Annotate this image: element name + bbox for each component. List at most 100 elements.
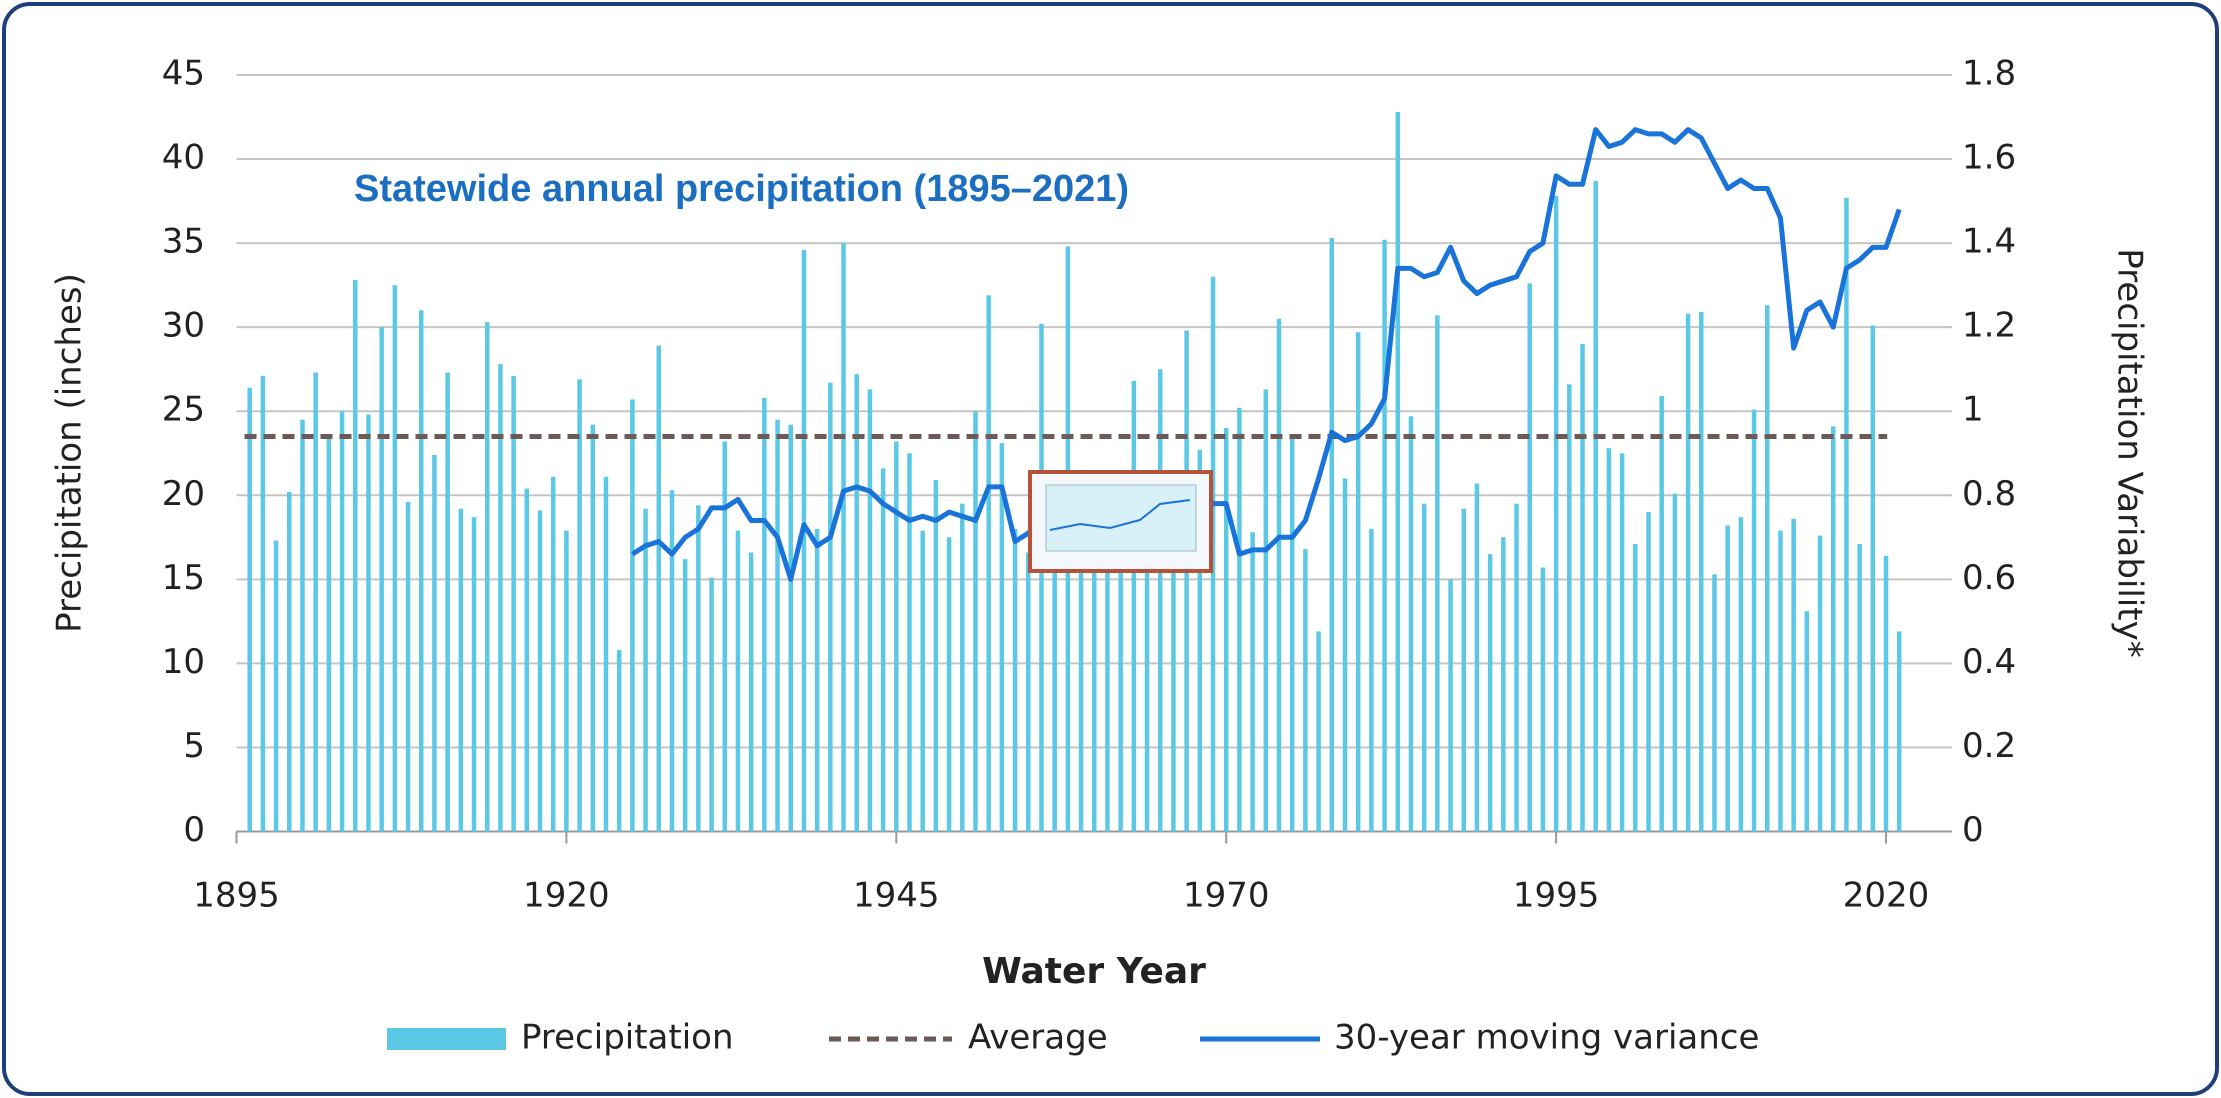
y2-tick-label: 0 xyxy=(1962,810,1984,850)
bar xyxy=(419,310,424,831)
bar xyxy=(762,398,767,832)
y2-tick-label: 1.8 xyxy=(1962,54,2016,94)
bar xyxy=(485,322,490,831)
bar xyxy=(617,650,622,832)
bar xyxy=(261,376,266,832)
bar xyxy=(1250,532,1255,831)
bar xyxy=(1857,544,1862,831)
bar xyxy=(1330,238,1335,831)
bar xyxy=(1409,416,1414,831)
bar xyxy=(1805,611,1810,831)
bar xyxy=(1567,384,1572,831)
y-tick-label: 25 xyxy=(162,390,205,430)
bar xyxy=(247,388,252,832)
y-tick-label: 15 xyxy=(162,558,205,598)
bar xyxy=(736,531,741,832)
bar xyxy=(1791,519,1796,832)
y-tick-label: 30 xyxy=(162,306,205,346)
bar xyxy=(986,295,991,831)
bar xyxy=(525,489,530,832)
legend-label: 30-year moving variance xyxy=(1334,1018,1759,1058)
bar xyxy=(947,537,952,831)
bar xyxy=(1303,549,1308,831)
bar xyxy=(723,441,728,831)
bar xyxy=(841,243,846,831)
bar xyxy=(1844,198,1849,832)
bar xyxy=(591,425,596,832)
bar xyxy=(630,399,635,831)
bar xyxy=(1356,332,1361,831)
bar xyxy=(907,453,912,831)
bar xyxy=(749,552,754,831)
x-tick-label: 1895 xyxy=(193,876,280,916)
bar xyxy=(1620,453,1625,831)
x-tick-label: 1995 xyxy=(1513,876,1600,916)
bar xyxy=(1237,408,1242,832)
bar xyxy=(1739,517,1744,831)
y2-tick-label: 1.2 xyxy=(1962,306,2016,346)
bar xyxy=(1725,526,1730,832)
bar xyxy=(1184,331,1189,832)
legend: Precipitation Average 30-year moving var… xyxy=(387,1018,1759,1058)
bar xyxy=(366,415,371,832)
bar xyxy=(683,559,688,831)
bar xyxy=(1343,478,1348,831)
y2-tick-label: 1.6 xyxy=(1962,138,2016,178)
bar xyxy=(274,541,279,832)
bar xyxy=(287,492,292,832)
bar xyxy=(511,376,516,832)
bar xyxy=(1659,396,1664,831)
y2-tick-label: 1 xyxy=(1962,390,1984,430)
bar xyxy=(709,578,714,832)
bar xyxy=(1475,484,1480,832)
y2-tick-label: 1.4 xyxy=(1962,222,2016,262)
bar xyxy=(1633,544,1638,831)
y-tick-label: 20 xyxy=(162,474,205,514)
bar xyxy=(920,531,925,832)
bar xyxy=(1316,631,1321,831)
bar xyxy=(1541,568,1546,832)
bar xyxy=(1396,112,1401,832)
bar xyxy=(1461,509,1466,832)
bar xyxy=(894,441,899,831)
bar xyxy=(1580,344,1585,832)
y2-tick-label: 0.4 xyxy=(1962,642,2016,682)
bar xyxy=(1831,426,1836,831)
bar xyxy=(1593,181,1598,832)
bar xyxy=(406,502,411,831)
bar xyxy=(828,383,833,832)
y-tick-label: 45 xyxy=(162,54,205,94)
bar xyxy=(1448,579,1453,831)
legend-label: Precipitation xyxy=(521,1018,734,1058)
x-tick-label: 1920 xyxy=(523,876,610,916)
bar xyxy=(1686,314,1691,832)
bar xyxy=(1765,305,1770,831)
bar xyxy=(881,468,886,831)
bar xyxy=(1554,196,1559,831)
y-tick-label: 10 xyxy=(162,642,205,682)
bar xyxy=(1039,324,1044,832)
bar xyxy=(459,509,464,832)
chart-title: Statewide annual precipitation (1895–202… xyxy=(354,168,1129,210)
y-tick-label: 40 xyxy=(162,138,205,178)
bar xyxy=(1752,410,1757,832)
y2-tick-label: 0.8 xyxy=(1962,474,2016,514)
bar xyxy=(775,420,780,832)
bar xyxy=(1514,504,1519,832)
x-tick-label: 1970 xyxy=(1183,876,1270,916)
bar xyxy=(1026,552,1031,831)
bar xyxy=(564,531,569,832)
bar xyxy=(973,411,978,831)
bar xyxy=(657,346,662,832)
y2-axis-label: Precipitation Variability* xyxy=(2110,248,2150,657)
bar xyxy=(327,436,332,831)
bar xyxy=(1013,529,1018,832)
bar xyxy=(1699,312,1704,831)
bar xyxy=(868,389,873,831)
legend-swatch xyxy=(387,1028,506,1050)
bar xyxy=(300,420,305,832)
bar xyxy=(1488,554,1493,831)
bar xyxy=(432,455,437,832)
bar xyxy=(1607,448,1612,831)
bar xyxy=(1673,494,1678,832)
